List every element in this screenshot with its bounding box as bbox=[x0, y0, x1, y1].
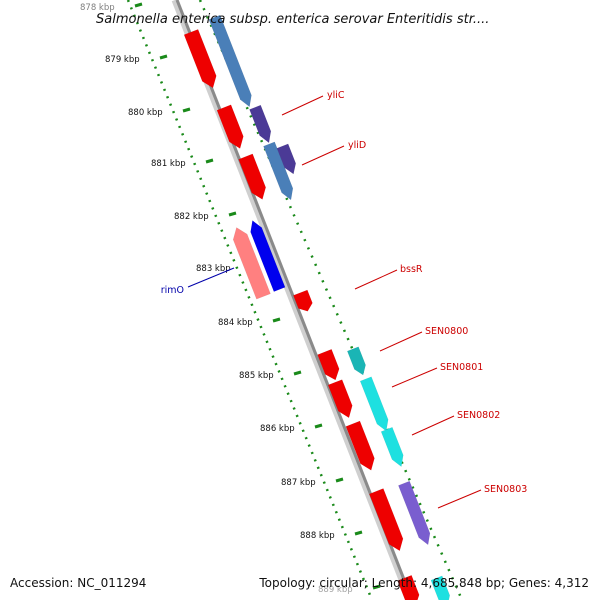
kbp-tick-mark bbox=[182, 107, 191, 113]
cog-feature bbox=[346, 346, 366, 376]
gene-label-sen0800: SEN0800 bbox=[425, 326, 468, 337]
cog-feature bbox=[276, 143, 297, 175]
kbp-tick-label: 882 kbp bbox=[174, 212, 209, 222]
kbp-tick-mark bbox=[354, 530, 363, 536]
kbp-tick-label: 883 kbp bbox=[196, 264, 231, 274]
gene-leader-line bbox=[354, 269, 398, 290]
kbp-tick-mark bbox=[335, 477, 344, 483]
gene-label-ylic: yliC bbox=[327, 90, 345, 101]
kbp-tick-mark bbox=[205, 158, 214, 164]
kbp-tick-mark bbox=[134, 2, 143, 8]
cds-arrow-plus bbox=[238, 153, 266, 200]
gene-label-bssr: bssR bbox=[400, 264, 423, 275]
kbp-tick-mark bbox=[228, 211, 237, 217]
cog-features bbox=[208, 14, 451, 600]
gene-label-ylid: yliD bbox=[348, 140, 366, 151]
cds-arrow-plus bbox=[397, 574, 420, 600]
cds-arrow-plus bbox=[327, 379, 353, 419]
kbp-tick-mark bbox=[314, 423, 323, 429]
cog-feature bbox=[359, 376, 389, 432]
kbp-tick-label: 885 kbp bbox=[239, 371, 274, 381]
cog-feature bbox=[250, 220, 286, 292]
gene-label-sen0803: SEN0803 bbox=[484, 484, 527, 495]
cds-arrow-plus bbox=[293, 289, 313, 312]
cds-features bbox=[183, 29, 420, 600]
gene-label-sen0802: SEN0802 bbox=[457, 410, 500, 421]
kbp-tick-label: 881 kbp bbox=[151, 159, 186, 169]
map-title: Salmonella enterica subsp. enterica sero… bbox=[96, 12, 489, 27]
cog-feature bbox=[398, 480, 431, 546]
gene-leader-line bbox=[391, 367, 438, 388]
kbp-tick-mark bbox=[293, 370, 302, 376]
gene-leader-line bbox=[379, 331, 423, 352]
gene-label-rimo: rimO bbox=[161, 285, 184, 296]
cds-arrow-plus bbox=[369, 488, 404, 552]
cds-arrow-plus bbox=[183, 29, 217, 89]
kbp-tick-label: 880 kbp bbox=[128, 108, 163, 118]
kbp-tick-label: 889 kbp bbox=[318, 585, 353, 595]
kbp-tick-label: 878 kbp bbox=[80, 3, 115, 13]
kbp-tick-label: 887 kbp bbox=[281, 478, 316, 488]
cds-arrow-plus bbox=[345, 420, 375, 471]
accession-label: Accession: NC_011294 bbox=[10, 576, 146, 590]
cog-feature bbox=[380, 426, 404, 468]
gene-leader-line bbox=[411, 415, 455, 436]
cds-arrow-minus bbox=[232, 227, 271, 300]
kbp-tick-mark bbox=[272, 317, 281, 323]
gene-labels: yliC yliD bssR SEN0800 SEN0801 SEN0802 SEN0803… bbox=[161, 90, 527, 509]
gene-leader-line bbox=[301, 145, 345, 166]
cds-arrow-plus bbox=[216, 104, 244, 149]
gene-leader-line bbox=[437, 489, 482, 509]
genome-summary: Topology: circular; Length: 4,685,848 bp… bbox=[258, 576, 589, 590]
gene-leader-line bbox=[281, 95, 324, 116]
kbp-tick-mark bbox=[159, 54, 168, 60]
kbp-tick-mark bbox=[372, 584, 381, 590]
kbp-tick-label: 879 kbp bbox=[105, 55, 140, 65]
cog-feature bbox=[263, 141, 294, 201]
cog-feature bbox=[430, 575, 451, 600]
gene-leader-line bbox=[187, 267, 235, 288]
cog-feature bbox=[208, 14, 252, 108]
cog-feature bbox=[249, 104, 272, 144]
kbp-tick-label: 884 kbp bbox=[218, 318, 253, 328]
cds-arrow-plus bbox=[317, 348, 340, 381]
kbp-tick-label: 886 kbp bbox=[260, 424, 295, 434]
kbp-ticks: 878 kbp 879 kbp 880 kbp 881 kbp 882 kbp 883 k… bbox=[80, 0, 464, 600]
gene-label-sen0801: SEN0801 bbox=[440, 362, 483, 373]
kbp-tick-label: 888 kbp bbox=[300, 531, 335, 541]
